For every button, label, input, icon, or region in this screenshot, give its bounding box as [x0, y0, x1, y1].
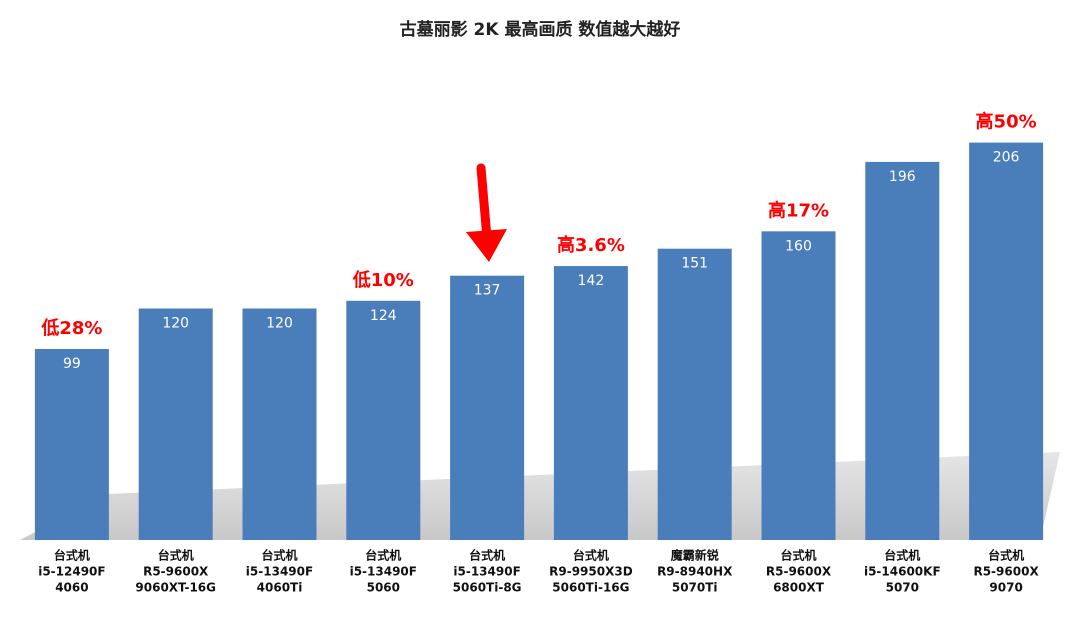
x-tick-label: 台式机 [573, 548, 609, 563]
value-label: 142 [578, 273, 605, 289]
x-tick-label: 5060Ti-16G [552, 581, 629, 595]
chart-title: 古墓丽影 2K 最高画质 数值越大越好 [400, 19, 681, 40]
x-tick-label: 台式机 [365, 548, 401, 563]
value-label: 196 [889, 169, 916, 185]
annotation: 低28% [40, 317, 102, 339]
annotation: 高17% [768, 199, 829, 221]
x-tick-label: R5-9600X [973, 565, 1039, 579]
bar [34, 349, 109, 540]
value-label: 206 [993, 150, 1020, 166]
bar [242, 308, 317, 540]
x-tick-label: 9070 [989, 581, 1022, 595]
x-tick-label: i5-12490F [38, 565, 105, 579]
bar [450, 275, 525, 540]
x-tick-label: 4060 [55, 581, 88, 595]
x-tick-label: 5060 [367, 581, 400, 595]
bar [657, 248, 732, 540]
x-tick-label: 台式机 [54, 548, 90, 563]
annotation: 高3.6% [557, 234, 625, 256]
value-label: 137 [474, 283, 501, 299]
bar [969, 142, 1044, 540]
x-tick-label: i5-13490F [350, 565, 417, 579]
x-tick-label: R5-9600X [766, 565, 832, 579]
x-tick-label: 魔霸新锐 [671, 548, 719, 563]
x-tick-label: 台式机 [988, 548, 1024, 563]
x-tick-label: 9060XT-16G [135, 581, 216, 595]
x-tick-label: 5060Ti-8G [453, 581, 522, 595]
x-tick-label: 5070Ti [672, 581, 718, 595]
x-tick-label: i5-13490F [246, 565, 313, 579]
value-label: 99 [63, 356, 81, 372]
value-label: 160 [785, 238, 812, 254]
bar [346, 300, 421, 540]
annotation: 高50% [976, 111, 1037, 133]
value-label: 124 [370, 308, 397, 324]
x-tick-label: R5-9600X [143, 565, 209, 579]
value-label: 120 [266, 316, 293, 332]
bar [138, 308, 213, 540]
x-tick-label: 台式机 [158, 548, 194, 563]
x-tick-label: 6800XT [773, 581, 825, 595]
x-tick-label: 台式机 [261, 548, 297, 563]
annotation: 低10% [352, 269, 414, 291]
x-tick-label: 台式机 [469, 548, 505, 563]
x-tick-label: 4060Ti [257, 581, 303, 595]
x-tick-label: i5-13490F [453, 565, 520, 579]
bar [865, 161, 940, 540]
x-tick-label: i5-14600KF [864, 565, 941, 579]
value-label: 151 [681, 256, 708, 272]
x-tick-label: R9-8940HX [657, 565, 733, 579]
x-tick-label: 台式机 [780, 548, 816, 563]
x-tick-label: R9-9950X3D [549, 565, 633, 579]
value-label: 120 [162, 316, 189, 332]
bar [553, 266, 628, 540]
x-tick-label: 台式机 [884, 548, 920, 563]
highlight-arrow [466, 163, 507, 262]
x-tick-label: 5070 [886, 581, 919, 595]
bar [761, 231, 836, 541]
